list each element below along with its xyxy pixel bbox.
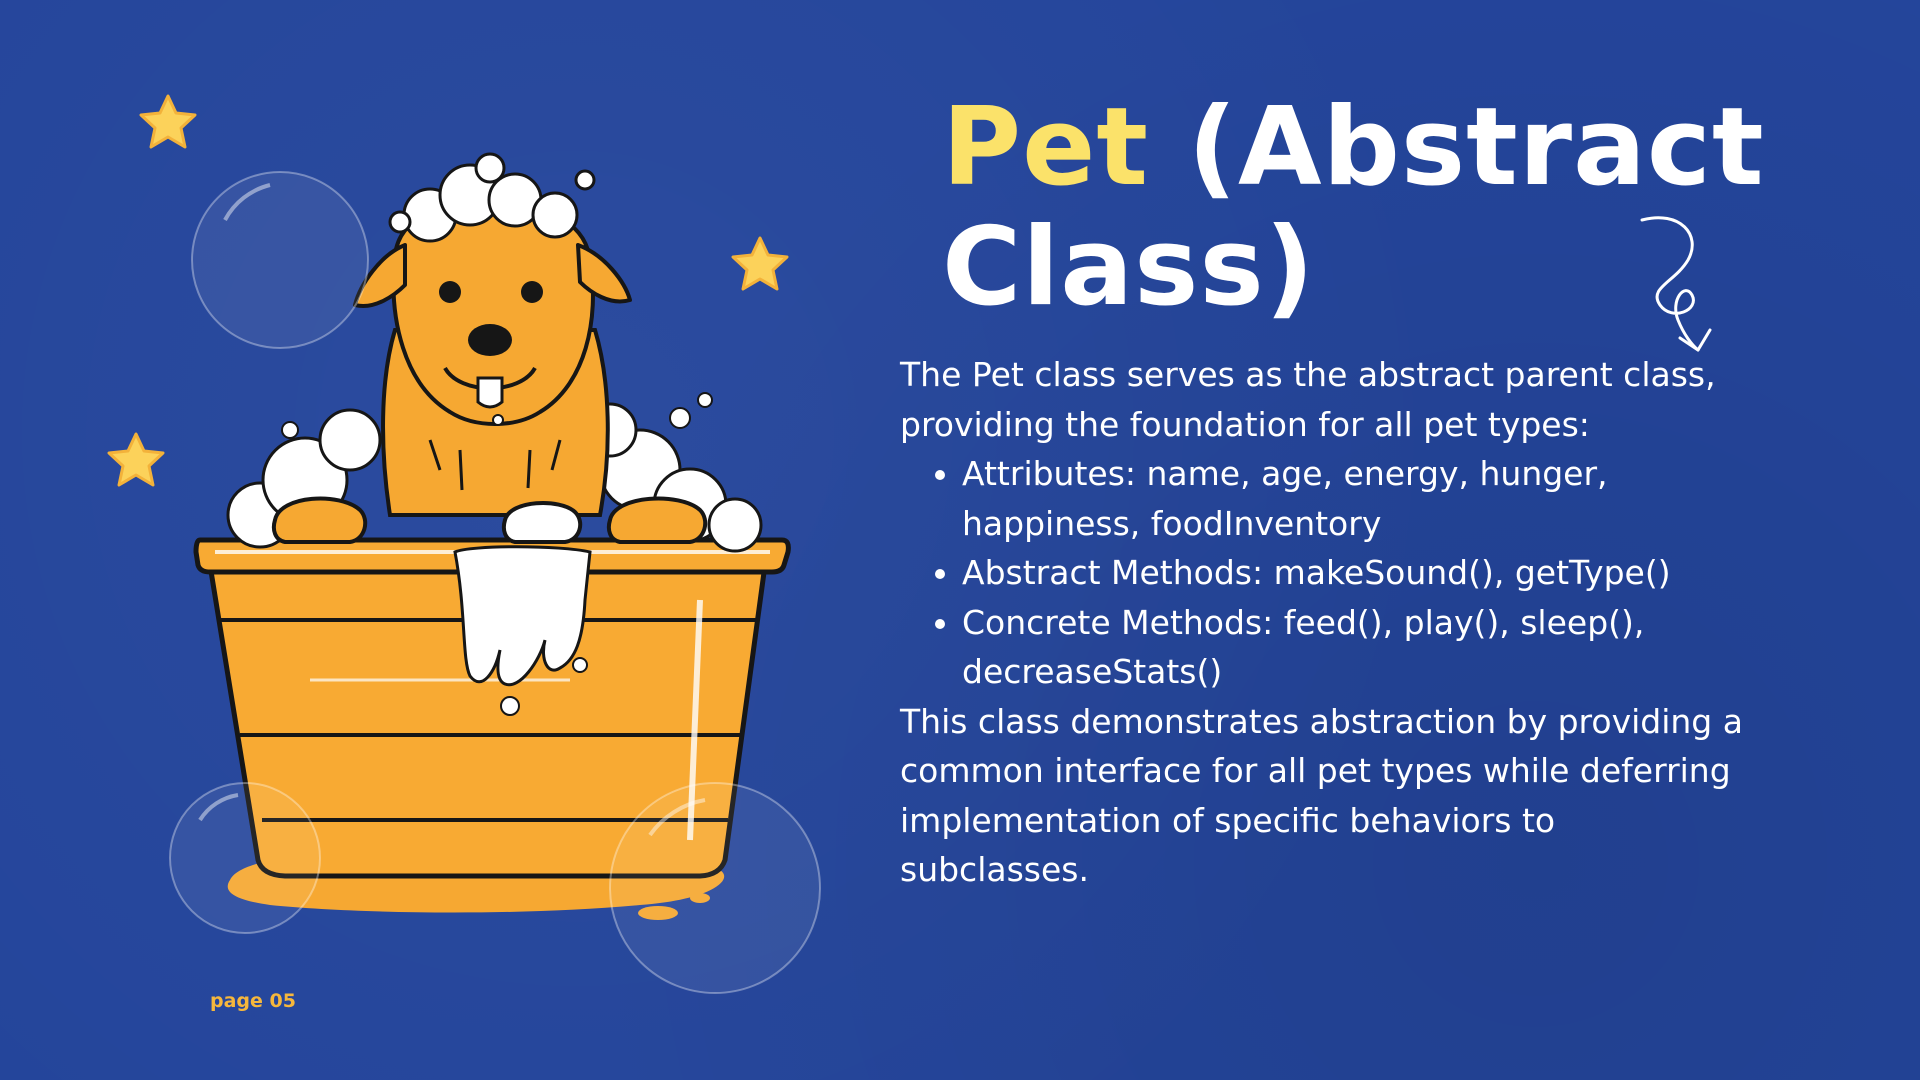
star-icon [731, 236, 789, 291]
bubble-icon [191, 171, 369, 349]
star-icon [107, 432, 165, 487]
slide-body: The Pet class serves as the abstract par… [900, 350, 1750, 895]
title-highlight: Pet [942, 85, 1150, 210]
list-item: Abstract Methods: makeSound(), getType() [962, 548, 1750, 598]
conclusion-paragraph: This class demonstrates abstraction by p… [900, 701, 1743, 890]
bubble-icon [169, 782, 321, 934]
title-rest: (Abstract Class) [942, 85, 1765, 330]
list-item: Attributes: name, age, energy, hunger, h… [962, 449, 1750, 548]
intro-paragraph: The Pet class serves as the abstract par… [900, 355, 1716, 444]
dog-in-bathtub-illustration [107, 94, 821, 994]
dog-illustration [271, 152, 713, 544]
bullet-list: Attributes: name, age, energy, hunger, h… [900, 449, 1750, 697]
bathtub-illustration [193, 537, 791, 879]
star-icon [139, 94, 197, 149]
list-item: Concrete Methods: feed(), play(), sleep(… [962, 598, 1750, 697]
bubble-icon [609, 782, 821, 994]
slide-title: Pet (Abstract Class) [942, 88, 1842, 328]
curly-arrow-icon [1640, 216, 1712, 352]
page-number: page 05 [210, 990, 296, 1012]
